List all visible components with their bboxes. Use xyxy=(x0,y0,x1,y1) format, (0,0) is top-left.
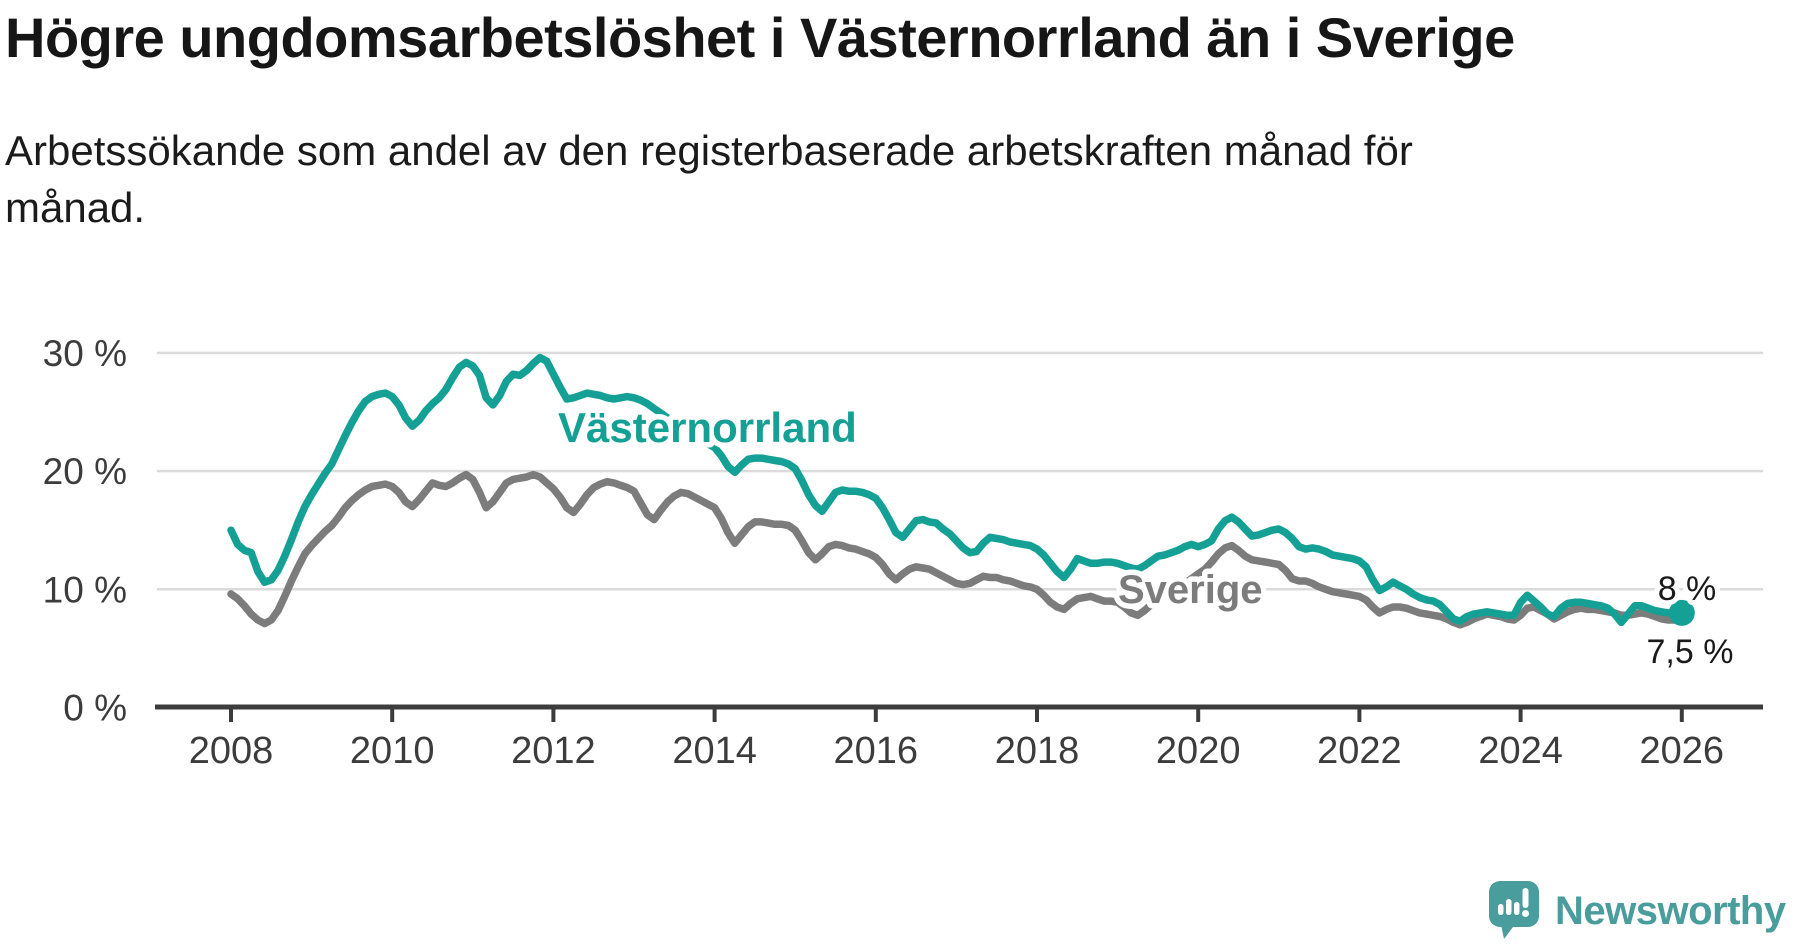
x-tick-label: 2026 xyxy=(1640,730,1725,772)
axis-tick-labels: 2008 2010 2012 2014 2016 2018 2020 2022 2024 2026… xyxy=(43,333,1724,772)
line-vasternorrland xyxy=(227,353,1686,627)
x-tick-label: 2012 xyxy=(511,730,596,772)
newsworthy-logo: Newsworthy xyxy=(1488,880,1786,942)
subtitle-line-1: Arbetssökande som andel av den registerb… xyxy=(5,127,1413,174)
end-value-label-sverige: 7,5 % xyxy=(1647,633,1734,671)
exclamation-bar xyxy=(1522,888,1529,908)
bar-tall xyxy=(1506,899,1512,915)
end-value-label-vasternorrland: 8 % xyxy=(1658,570,1717,608)
y-tick-label: 30 % xyxy=(43,333,127,374)
y-tick-label: 0 % xyxy=(63,688,127,729)
line-sverige xyxy=(227,470,1686,629)
x-tick-label: 2018 xyxy=(995,730,1080,772)
x-axis xyxy=(155,704,1763,722)
y-tick-label: 10 % xyxy=(43,569,127,610)
bar-small xyxy=(1498,904,1504,915)
y-tick-label: 20 % xyxy=(43,451,127,492)
page-title: Högre ungdomsarbetslöshet i Västernorrla… xyxy=(5,6,1515,69)
bar-medium xyxy=(1514,902,1520,915)
latest-value-dot xyxy=(1668,599,1695,626)
x-tick-label: 2014 xyxy=(672,730,757,772)
exclamation-dot xyxy=(1522,910,1529,917)
newsworthy-logo-icon xyxy=(1489,881,1539,939)
x-tick-label: 2016 xyxy=(834,730,919,772)
gridlines xyxy=(157,351,1763,591)
x-tick-label: 2020 xyxy=(1156,730,1241,772)
x-tick-label: 2024 xyxy=(1478,730,1563,772)
series-label-vasternorrland: Västernorrland xyxy=(558,404,857,451)
subtitle-line-2: månad. xyxy=(5,184,146,232)
series-label-sverige: Sverige xyxy=(1118,568,1263,612)
brand-name: Newsworthy xyxy=(1555,888,1786,933)
x-tick-label: 2022 xyxy=(1317,730,1402,772)
x-tick-label: 2010 xyxy=(350,730,435,772)
subtitle: Arbetssökande som andel av den registerb… xyxy=(5,122,1413,236)
x-tick-label: 2008 xyxy=(189,730,274,772)
